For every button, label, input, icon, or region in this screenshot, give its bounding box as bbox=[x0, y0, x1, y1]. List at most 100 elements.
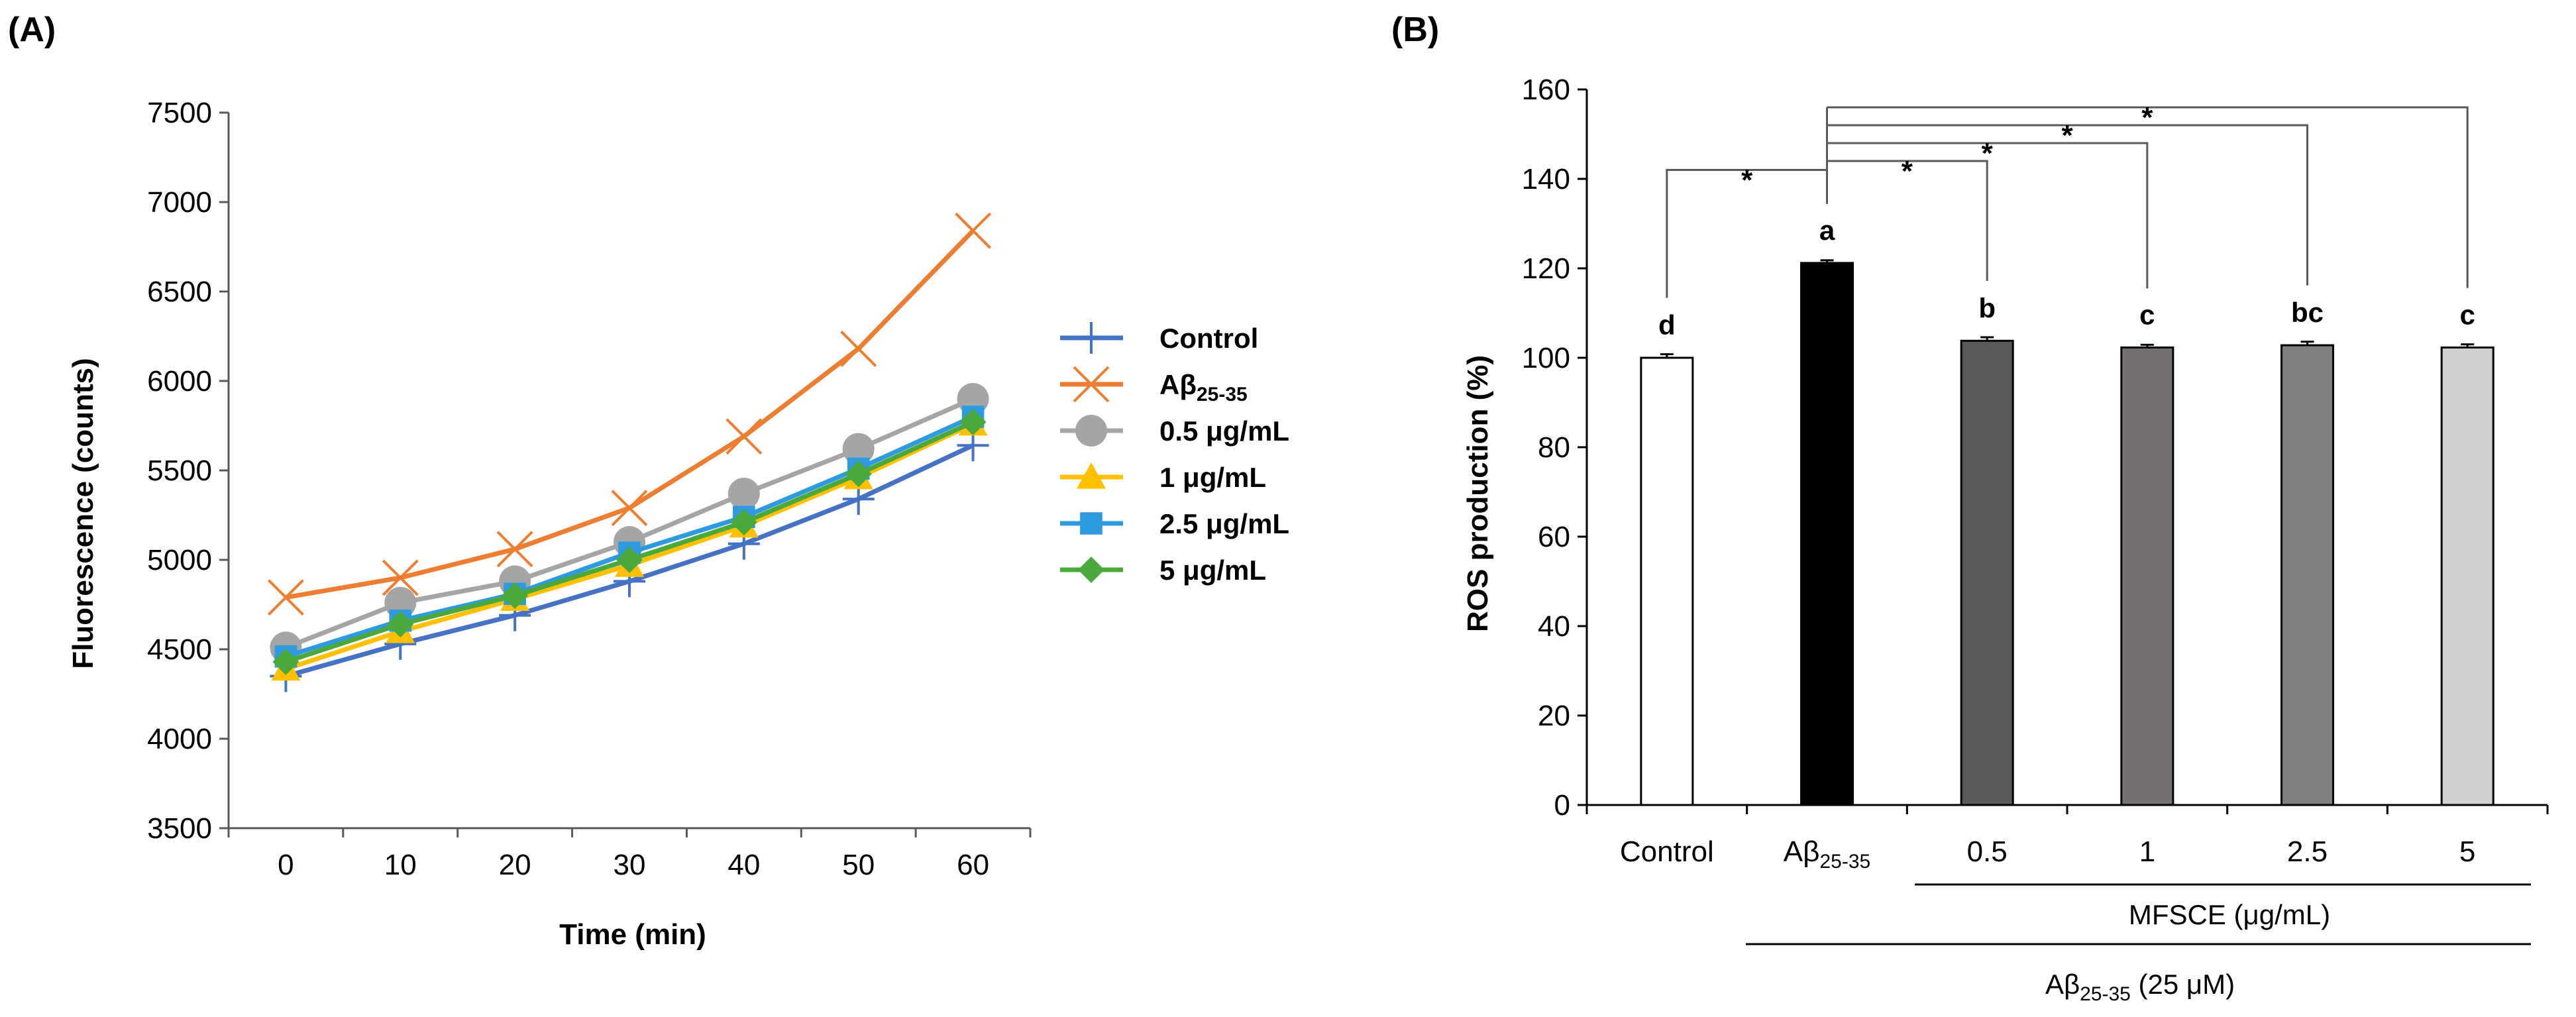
panel-b-y-tick-label: 140 bbox=[1522, 163, 1570, 195]
legend-label: Aβ25-35 bbox=[1159, 369, 1248, 405]
panel-a-label: (A) bbox=[8, 11, 56, 49]
legend-marker bbox=[1073, 366, 1110, 403]
data-point bbox=[268, 579, 304, 616]
legend-marker bbox=[1080, 512, 1102, 535]
category-label: 5 bbox=[2459, 835, 2475, 868]
data-point bbox=[496, 531, 533, 568]
panel-a-x-tick-label: 40 bbox=[727, 849, 760, 881]
bar bbox=[1640, 356, 1694, 806]
legend-label-sub: 25-35 bbox=[1197, 384, 1248, 405]
significance-star: * bbox=[1982, 137, 1994, 170]
panel-a-y-tick-label: 7500 bbox=[147, 97, 212, 129]
panel-b-significance: * * * * * bbox=[1666, 101, 2469, 298]
significance-letter: c bbox=[2459, 299, 2475, 330]
data-point bbox=[840, 330, 877, 367]
panel-a-x-tick-label: 20 bbox=[499, 849, 531, 881]
panel-b-y-tick-label: 0 bbox=[1554, 789, 1570, 822]
category-label-main: 2.5 bbox=[2287, 835, 2328, 868]
panel-a-y-tick-label: 5000 bbox=[147, 544, 212, 576]
data-point bbox=[845, 460, 872, 488]
panel-b-y-tick-label: 20 bbox=[1538, 700, 1570, 732]
panel-a-y-axis-title: Fluorescence (counts) bbox=[67, 358, 99, 669]
category-label-main: 0.5 bbox=[1967, 835, 2008, 868]
data-point bbox=[730, 509, 757, 536]
legend-label: 0.5 μg/mL bbox=[1159, 415, 1289, 447]
category-label: 2.5 bbox=[2287, 835, 2328, 868]
data-point bbox=[382, 559, 419, 596]
error-bar bbox=[2461, 343, 2475, 348]
panel-a-y-tick-label: 4000 bbox=[147, 723, 212, 755]
panel-a-x-axis-title: Time (min) bbox=[559, 918, 706, 951]
panel-a-x-tick-label: 60 bbox=[957, 849, 989, 881]
legend-label: 5 μg/mL bbox=[1159, 555, 1266, 586]
significance-star: * bbox=[2141, 101, 2153, 134]
error-bar bbox=[1820, 259, 1834, 263]
significance-star: * bbox=[1741, 164, 1753, 197]
category-label-sub: 25-35 bbox=[1819, 851, 1870, 873]
panel-b-y-tick-label: 160 bbox=[1522, 74, 1570, 106]
bar bbox=[2120, 346, 2174, 806]
data-point bbox=[611, 490, 648, 527]
panel-a-x-tick-label: 10 bbox=[384, 849, 417, 881]
abeta-group-label: Aβ25-35 (25 μM) bbox=[2045, 969, 2235, 1005]
panel-b-axes: 0 20 40 60 80 100 120 140 160 bbox=[1522, 74, 2549, 822]
legend-marker bbox=[1078, 557, 1104, 583]
category-label: Aβ25-35 bbox=[1784, 835, 1870, 873]
comparison-bracket bbox=[1666, 169, 1827, 298]
significance-letter: c bbox=[2139, 299, 2155, 330]
panel-a-legend: Control Aβ25-35 0.5 μg/mL 1 μg/mL 2.5 μg/mL 5… bbox=[1060, 322, 1289, 586]
data-point bbox=[387, 611, 414, 638]
bar bbox=[1800, 262, 1854, 806]
panel-b-y-axis-title: ROS production (%) bbox=[1462, 355, 1494, 632]
data-point bbox=[959, 409, 987, 436]
significance-letter: b bbox=[1978, 292, 1996, 323]
bar bbox=[1960, 339, 2014, 806]
panel-b-label: (B) bbox=[1391, 11, 1439, 49]
panel-a-y-tick-label: 5500 bbox=[147, 455, 212, 487]
abeta-group-main: Aβ bbox=[2045, 969, 2080, 1000]
significance-letter: bc bbox=[2291, 297, 2324, 328]
legend-label: 1 μg/mL bbox=[1159, 462, 1266, 493]
legend-label: 2.5 μg/mL bbox=[1159, 508, 1289, 539]
data-point bbox=[955, 212, 991, 249]
comparison-bracket bbox=[1827, 142, 2149, 289]
panel-a-y-tick-label: 6000 bbox=[147, 365, 212, 398]
legend-label-main: 2.5 μg/mL bbox=[1159, 508, 1289, 539]
legend-label-main: 1 μg/mL bbox=[1159, 462, 1266, 493]
panel-a-y-tick-label: 7000 bbox=[147, 186, 212, 219]
error-bar bbox=[1660, 353, 1674, 358]
category-label: 1 bbox=[2139, 835, 2155, 868]
panel-b-y-tick-label: 60 bbox=[1538, 521, 1570, 553]
panel-b-y-tick-label: 80 bbox=[1538, 431, 1570, 464]
panel-a-series bbox=[268, 212, 991, 692]
data-point bbox=[616, 547, 643, 573]
data-point bbox=[727, 478, 760, 510]
abeta-group-suffix: (25 μM) bbox=[2131, 969, 2235, 1000]
panel-b-categories: Control Aβ25-35 0.5 1 2.5 5 bbox=[1620, 835, 2475, 873]
panel-a-axes: 3500 4000 4500 5000 5500 6000 6500 7000 7500 0 10 2… bbox=[147, 97, 1032, 881]
category-label-main: Control bbox=[1620, 835, 1714, 868]
panel-a-x-tick-label: 30 bbox=[614, 849, 646, 881]
significance-letter: d bbox=[1658, 309, 1676, 341]
legend-label-main: Control bbox=[1159, 323, 1258, 354]
significance-star: * bbox=[1902, 155, 1913, 187]
panel-b-y-tick-label: 100 bbox=[1522, 342, 1570, 374]
data-point bbox=[272, 648, 299, 675]
significance-star: * bbox=[2061, 119, 2073, 152]
comparison-bracket bbox=[1827, 160, 1988, 281]
panel-b-bars: dab c bc c bbox=[1640, 215, 2495, 806]
panel-a: (A) 3500 4000 4500 5000 5500 6000 6500 7000 7500… bbox=[8, 11, 1289, 951]
panel-a-y-tick-label: 6500 bbox=[147, 276, 212, 308]
bar bbox=[2281, 344, 2334, 806]
category-label: 0.5 bbox=[1967, 835, 2008, 868]
panel-a-x-tick-label: 50 bbox=[842, 849, 875, 881]
panel-a-x-tick-label: 0 bbox=[278, 849, 294, 881]
panel-b-y-tick-label: 120 bbox=[1522, 252, 1570, 285]
category-label: Control bbox=[1620, 835, 1714, 868]
legend-label-main: Aβ bbox=[1159, 369, 1197, 400]
legend-marker bbox=[1075, 415, 1107, 447]
data-point bbox=[842, 433, 875, 465]
legend-marker bbox=[1077, 462, 1106, 489]
panel-b-y-tick-label: 40 bbox=[1538, 610, 1570, 643]
